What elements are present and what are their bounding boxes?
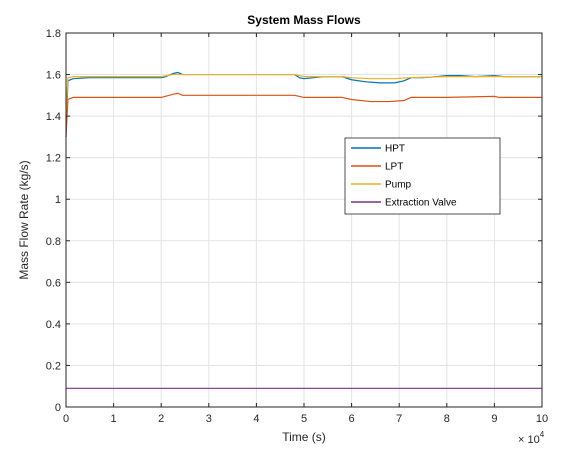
- legend-label-pump: Pump: [385, 180, 412, 191]
- x-tick-label: 1: [111, 413, 117, 425]
- legend: HPT LPT Pump Extraction Valve: [344, 137, 501, 215]
- x-axis-label: Time (s): [282, 430, 326, 444]
- x-exponent-power: 4: [540, 430, 545, 439]
- y-tick-label: 0.4: [46, 319, 61, 331]
- x-tick-label: 2: [158, 413, 164, 425]
- y-tick-label: 1.2: [46, 153, 61, 165]
- legend-label-lpt: LPT: [385, 162, 403, 173]
- chart-title: System Mass Flows: [247, 13, 361, 27]
- legend-label-hpt: HPT: [385, 144, 405, 155]
- x-tick-label: 3: [206, 413, 212, 425]
- x-exponent-base: × 10: [518, 434, 540, 446]
- x-tick-label: 10: [536, 413, 548, 425]
- y-tick-label: 1.4: [46, 111, 61, 123]
- y-tick-label: 0: [55, 402, 61, 414]
- y-axis-label: Mass Flow Rate (kg/s): [17, 160, 31, 279]
- series-line-pump: [65, 73, 542, 117]
- y-tick-label: 1.6: [46, 70, 61, 82]
- x-tick-label: 6: [349, 413, 355, 425]
- y-tick-label: 1.8: [46, 28, 61, 40]
- series-line-lpt: [65, 92, 542, 137]
- x-tick-label: 9: [491, 413, 497, 425]
- x-tick-label: 8: [444, 413, 450, 425]
- y-tick-label: 0.2: [46, 360, 61, 372]
- ticks: 0 1 2 3 4 5 6 7 8 9 10 0 0.2 0.4 0.6 0.8 1 1.2 1.4 1.6 1.8: [46, 28, 548, 425]
- x-tick-label: 4: [253, 413, 259, 425]
- y-tick-label: 0.8: [46, 236, 61, 248]
- y-tick-label: 0.6: [46, 277, 61, 289]
- series-group: [65, 71, 542, 389]
- x-tick-label: 5: [301, 413, 307, 425]
- x-tick-label: 7: [396, 413, 402, 425]
- x-tick-label: 0: [63, 413, 69, 425]
- x-exponent-label: × 104: [518, 430, 545, 446]
- y-tick-label: 1: [55, 194, 61, 206]
- legend-label-extraction-valve: Extraction Valve: [385, 198, 457, 209]
